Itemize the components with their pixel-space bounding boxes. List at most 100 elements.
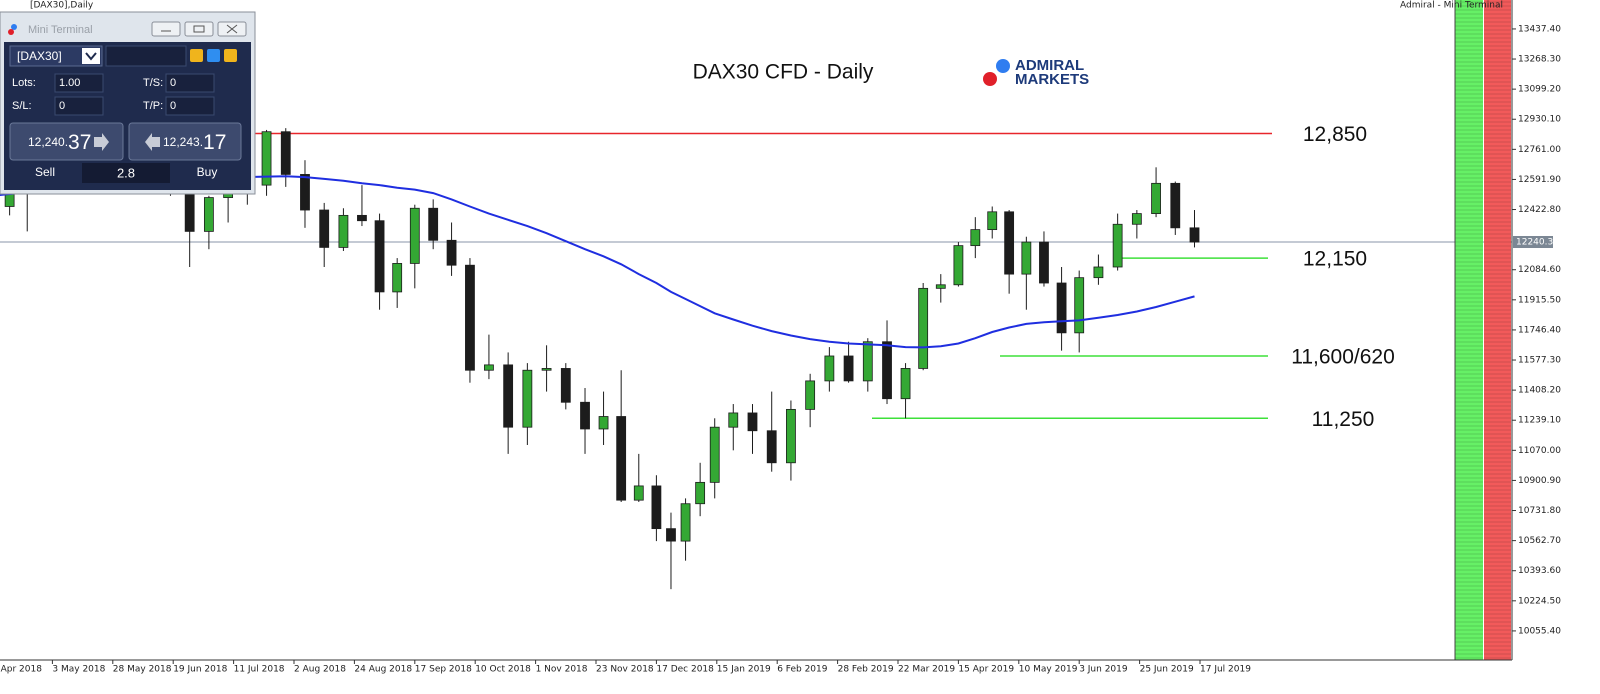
y-tick-label: 11408.20 (1518, 386, 1561, 396)
current-price-label: 12240.37 (1516, 238, 1559, 248)
x-tick-label: 11 Jul 2018 (234, 665, 285, 675)
icon (85, 52, 97, 61)
y-tick-label: 11915.50 (1518, 295, 1561, 305)
logo-dot-blue (996, 59, 1010, 73)
candle-body (465, 264, 475, 371)
field-value: 0 (170, 100, 176, 112)
candle-body (900, 368, 911, 400)
x-tick-label: 10 May 2019 (1019, 665, 1078, 675)
x-tick-label: 9 Apr 2018 (0, 665, 42, 675)
tool-button[interactable] (224, 49, 237, 62)
indicator-caption: Admiral - Mini Terminal (1400, 1, 1503, 11)
candle-body (680, 503, 691, 542)
x-tick-label: 6 Feb 2019 (777, 665, 828, 675)
candle-body (280, 131, 291, 175)
price-main: 12,243. (163, 135, 203, 149)
candle-body (409, 207, 420, 264)
candle-body (300, 174, 310, 211)
y-tick-label: 11239.10 (1518, 416, 1561, 426)
x-tick-label: 1 Nov 2018 (536, 665, 588, 675)
comment-input[interactable] (105, 45, 187, 67)
candle-body (261, 131, 272, 186)
candle-body (970, 229, 981, 247)
candle-body (522, 369, 533, 428)
y-tick-label: 10393.60 (1518, 566, 1561, 576)
candle-body (580, 401, 590, 430)
sell-label: Sell (35, 165, 55, 179)
candle-body (1170, 182, 1181, 229)
y-tick-label: 11577.30 (1518, 356, 1561, 366)
logo: ADMIRAL MARKETS (983, 57, 1089, 88)
chart-title: DAX30 CFD - Daily (693, 61, 874, 84)
x-tick-label: 2 Aug 2018 (294, 665, 346, 675)
logo-dot-red (983, 72, 997, 86)
minimize-button[interactable] (151, 21, 181, 37)
y-tick-label: 10562.70 (1518, 536, 1561, 546)
arrow-icon (94, 133, 109, 151)
candle-body (918, 287, 929, 369)
window-caption: [DAX30],Daily (30, 1, 94, 11)
y-tick-label: 11070.00 (1518, 446, 1561, 456)
terminal-title: Mini Terminal (28, 24, 93, 36)
icon (193, 25, 205, 33)
candle-body (616, 416, 627, 501)
symbol: [DAX30] (17, 49, 62, 63)
dropdown-button[interactable] (82, 48, 100, 64)
symbol-select[interactable] (9, 45, 103, 67)
candle-body (953, 245, 964, 286)
x-tick-label: 15 Jan 2019 (717, 665, 771, 675)
maximize-button[interactable] (184, 21, 214, 37)
candle-body (484, 364, 494, 371)
sl-input[interactable] (54, 96, 104, 116)
candle-body (392, 263, 403, 293)
settings-button[interactable] (207, 49, 220, 62)
y-tick-label: 10055.40 (1518, 626, 1561, 636)
sell-button[interactable] (9, 122, 124, 161)
candle-body (1112, 223, 1123, 268)
logo-text: ADMIRAL (1015, 57, 1084, 74)
field-value: 0 (59, 100, 65, 112)
arrow-icon (145, 133, 160, 151)
candle-body (1093, 266, 1104, 279)
candle-body (1189, 227, 1200, 243)
candle-body (319, 209, 330, 248)
indicator-strip-lines (1484, 0, 1511, 660)
candle-body (786, 408, 796, 464)
candle-body (987, 211, 998, 231)
lots-input[interactable] (54, 73, 104, 93)
candle-body (824, 355, 835, 382)
field-value: 1.00 (59, 77, 80, 89)
field-value: 0 (170, 77, 176, 89)
tp-input[interactable] (165, 96, 215, 116)
buy-button[interactable] (128, 122, 242, 161)
y-tick-label: 12422.80 (1518, 205, 1561, 215)
candle-body (374, 220, 385, 293)
y-tick-label: 13268.30 (1518, 55, 1561, 65)
x-tick-label: 3 Jun 2019 (1079, 665, 1128, 675)
candle-body (446, 239, 457, 266)
terminal-icon (8, 29, 14, 35)
candle-body (503, 364, 514, 428)
candle-body (1131, 213, 1142, 225)
candle-body (541, 368, 552, 371)
candle-body (709, 426, 720, 483)
y-tick-label: 13099.20 (1518, 85, 1561, 95)
x-tick-label: 3 May 2018 (52, 665, 105, 675)
y-tick-label: 10224.50 (1518, 596, 1561, 606)
current-price-box (1513, 236, 1553, 249)
field-label: T/S: (143, 77, 163, 89)
candle-body (203, 197, 214, 232)
y-tick-label: 13437.40 (1518, 24, 1561, 34)
x-tick-label: 28 Feb 2019 (838, 665, 894, 675)
spread-box (82, 163, 170, 183)
candle-body (747, 412, 758, 432)
candle-body (1021, 241, 1032, 275)
x-tick-label: 28 May 2018 (113, 665, 172, 675)
candle-body (560, 368, 571, 403)
candle-body (843, 355, 854, 382)
ts-input[interactable] (165, 73, 215, 93)
logo-text: MARKETS (1015, 71, 1089, 88)
tool-button[interactable] (190, 49, 203, 62)
level-label: 12,850 (1303, 123, 1367, 146)
